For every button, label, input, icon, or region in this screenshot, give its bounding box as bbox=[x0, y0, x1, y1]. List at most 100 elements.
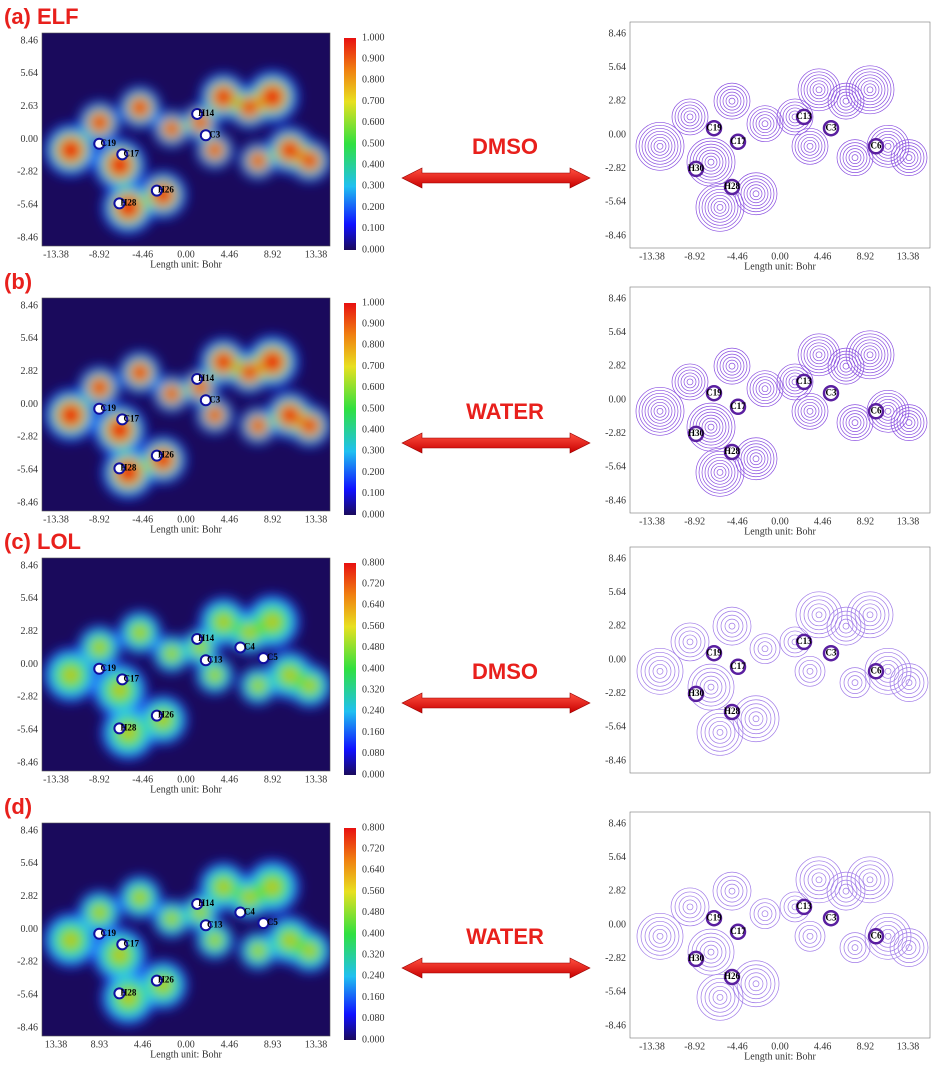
x-tick-label: 8.92 bbox=[264, 774, 282, 785]
density-blob bbox=[96, 644, 103, 651]
atom-ring bbox=[687, 685, 705, 703]
contour-ring bbox=[757, 906, 773, 922]
contour-ring bbox=[758, 117, 772, 131]
contour-ring bbox=[848, 151, 862, 164]
solvent-label: DMSO bbox=[472, 659, 538, 684]
panel-label: (b) bbox=[4, 269, 32, 294]
x-tick-label: 13.38 bbox=[305, 774, 328, 785]
contour-ring bbox=[704, 456, 736, 488]
x-tick-label: -8.92 bbox=[89, 514, 110, 525]
y-tick-label: -8.46 bbox=[605, 495, 626, 506]
atom-ring bbox=[867, 663, 885, 680]
double-arrow bbox=[401, 167, 591, 189]
atom-label: H14 bbox=[198, 108, 215, 118]
atom-label: C13 bbox=[207, 919, 223, 929]
contour-ring bbox=[677, 104, 703, 130]
contour-ring bbox=[791, 127, 829, 165]
contour-ring bbox=[889, 663, 929, 702]
contour-ring bbox=[746, 449, 766, 469]
y-tick-label: -2.82 bbox=[605, 688, 626, 699]
y-tick-label: -8.46 bbox=[605, 1020, 626, 1031]
contour-ring bbox=[641, 127, 679, 165]
contour-ring bbox=[644, 655, 676, 687]
contour-lines bbox=[636, 591, 929, 756]
contour-ring bbox=[703, 679, 719, 695]
contour-ring bbox=[803, 404, 817, 418]
contour-ring bbox=[689, 405, 733, 449]
atom-label: C5 bbox=[267, 917, 278, 927]
contour-ring bbox=[857, 77, 883, 103]
density-blob bbox=[163, 121, 180, 137]
colorbar-label: 0.480 bbox=[362, 642, 385, 653]
contour-ring bbox=[884, 407, 892, 415]
density-blob bbox=[301, 152, 319, 170]
contour-ring bbox=[794, 655, 826, 687]
atom-ring bbox=[116, 938, 129, 951]
colorbar-label: 0.720 bbox=[362, 843, 385, 854]
y-tick-label: 0.00 bbox=[609, 394, 627, 405]
atom-ring bbox=[113, 987, 126, 1000]
contour-ring bbox=[836, 139, 874, 176]
contour-ring bbox=[740, 703, 772, 735]
colorbar bbox=[344, 303, 356, 515]
atom-ring bbox=[705, 384, 723, 402]
contour-ring bbox=[752, 980, 760, 988]
contour-ring bbox=[809, 345, 829, 365]
contour-ring bbox=[848, 68, 892, 112]
contour-ring bbox=[648, 924, 672, 948]
y-tick-label: 5.64 bbox=[21, 68, 39, 79]
atom-label: H30 bbox=[688, 688, 705, 698]
contour-ring bbox=[678, 895, 702, 919]
y-tick-label: 2.63 bbox=[21, 101, 39, 112]
contour-ring bbox=[724, 883, 740, 899]
colorbar-label: 0.400 bbox=[362, 663, 385, 674]
x-tick-label: 4.46 bbox=[814, 516, 832, 527]
atom-label: H14 bbox=[198, 373, 215, 383]
contour-ring bbox=[674, 366, 706, 398]
atom-label: H26 bbox=[724, 971, 741, 981]
contour-ring bbox=[678, 630, 702, 654]
atom-ring bbox=[723, 703, 741, 721]
contour-ring bbox=[674, 101, 706, 133]
contour-ring bbox=[807, 603, 831, 627]
contour-ring bbox=[743, 181, 769, 207]
contour-ring bbox=[755, 114, 775, 134]
atom-ring bbox=[729, 658, 747, 676]
heatmap-field bbox=[43, 859, 330, 1025]
contour-ring bbox=[748, 711, 764, 727]
y-tick-label: -2.82 bbox=[605, 428, 626, 439]
density-blob bbox=[116, 951, 124, 959]
colorbar-label: 0.900 bbox=[362, 318, 385, 329]
contour-ring bbox=[704, 981, 736, 1013]
heatmap-field bbox=[44, 335, 330, 499]
contour-ring bbox=[845, 413, 865, 432]
atom-label: C3 bbox=[209, 394, 220, 404]
atom-ring bbox=[257, 917, 270, 930]
contour-ring bbox=[827, 347, 865, 385]
contour-ring bbox=[671, 363, 709, 401]
contour-ring bbox=[806, 342, 832, 368]
y-tick-label: 2.82 bbox=[609, 886, 627, 897]
contour-ring bbox=[902, 151, 916, 164]
density-blob bbox=[212, 672, 218, 678]
density-blob bbox=[240, 363, 259, 382]
contour-ring bbox=[794, 920, 826, 952]
contour-ring bbox=[744, 972, 768, 996]
contour-ring bbox=[749, 452, 763, 466]
contour-ring bbox=[758, 382, 772, 396]
contour-ring bbox=[815, 351, 823, 359]
contour-ring bbox=[890, 139, 928, 176]
contour-ring bbox=[752, 715, 760, 723]
y-tick-label: -2.82 bbox=[17, 692, 38, 703]
x-tick-label: 0.00 bbox=[771, 1041, 789, 1052]
x-tick-label: 0.00 bbox=[177, 774, 195, 785]
atom-label: H28 bbox=[120, 197, 137, 207]
contour-ring bbox=[638, 389, 682, 433]
density-blob bbox=[124, 729, 132, 737]
contour-ring bbox=[795, 591, 843, 639]
y-tick-label: 2.82 bbox=[21, 891, 39, 902]
contour-ring bbox=[682, 899, 698, 915]
atom-label: C6 bbox=[871, 405, 882, 415]
x-axis-label: Length unit: Bohr bbox=[744, 261, 816, 272]
contour-ring bbox=[728, 97, 736, 105]
